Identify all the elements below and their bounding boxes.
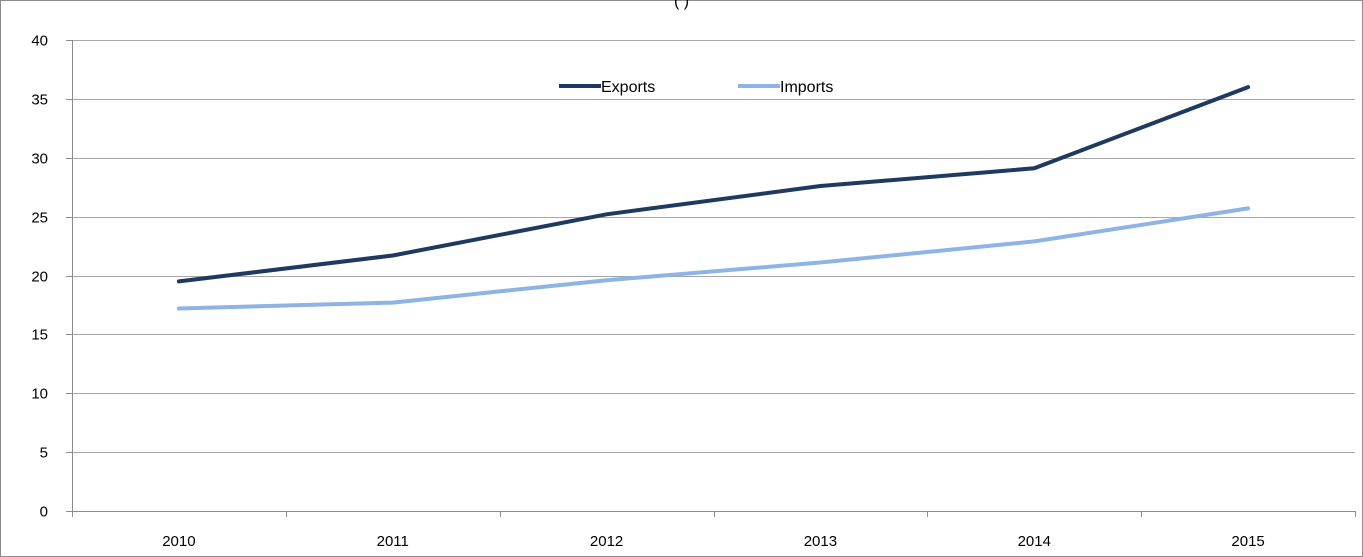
legend-label-exports: Exports — [601, 79, 655, 96]
x-tick-label: 2014 — [1018, 533, 1051, 550]
y-tick-label: 10 — [31, 386, 48, 403]
series-line-imports — [176, 206, 1251, 311]
legend-label-imports: Imports — [780, 79, 833, 96]
x-tick-label: 2010 — [162, 533, 195, 550]
y-tick-label: 25 — [31, 210, 48, 227]
x-tick-label: 2013 — [804, 533, 837, 550]
y-tick-label: 0 — [40, 504, 48, 521]
y-tick-label: 30 — [31, 151, 48, 168]
x-tick-label: 2015 — [1231, 533, 1264, 550]
axes: 0 5 10 15 20 25 30 35 40 2010 2011 2012 2013 2014 2015 — [31, 33, 1356, 550]
x-tick-label: 2011 — [377, 533, 409, 550]
chart-title: ( ) — [673, 0, 690, 10]
y-tick-label: 5 — [40, 445, 48, 462]
y-tick-label: 20 — [31, 269, 48, 286]
y-tick-label: 40 — [31, 33, 48, 50]
y-tick-label: 35 — [31, 92, 48, 109]
x-tick-label: 2012 — [590, 533, 623, 550]
series-line-exports — [176, 85, 1251, 284]
gridlines — [72, 40, 1355, 453]
legend: Exports Imports — [559, 79, 833, 96]
y-tick-label: 15 — [31, 327, 48, 344]
series-lines — [176, 85, 1251, 311]
